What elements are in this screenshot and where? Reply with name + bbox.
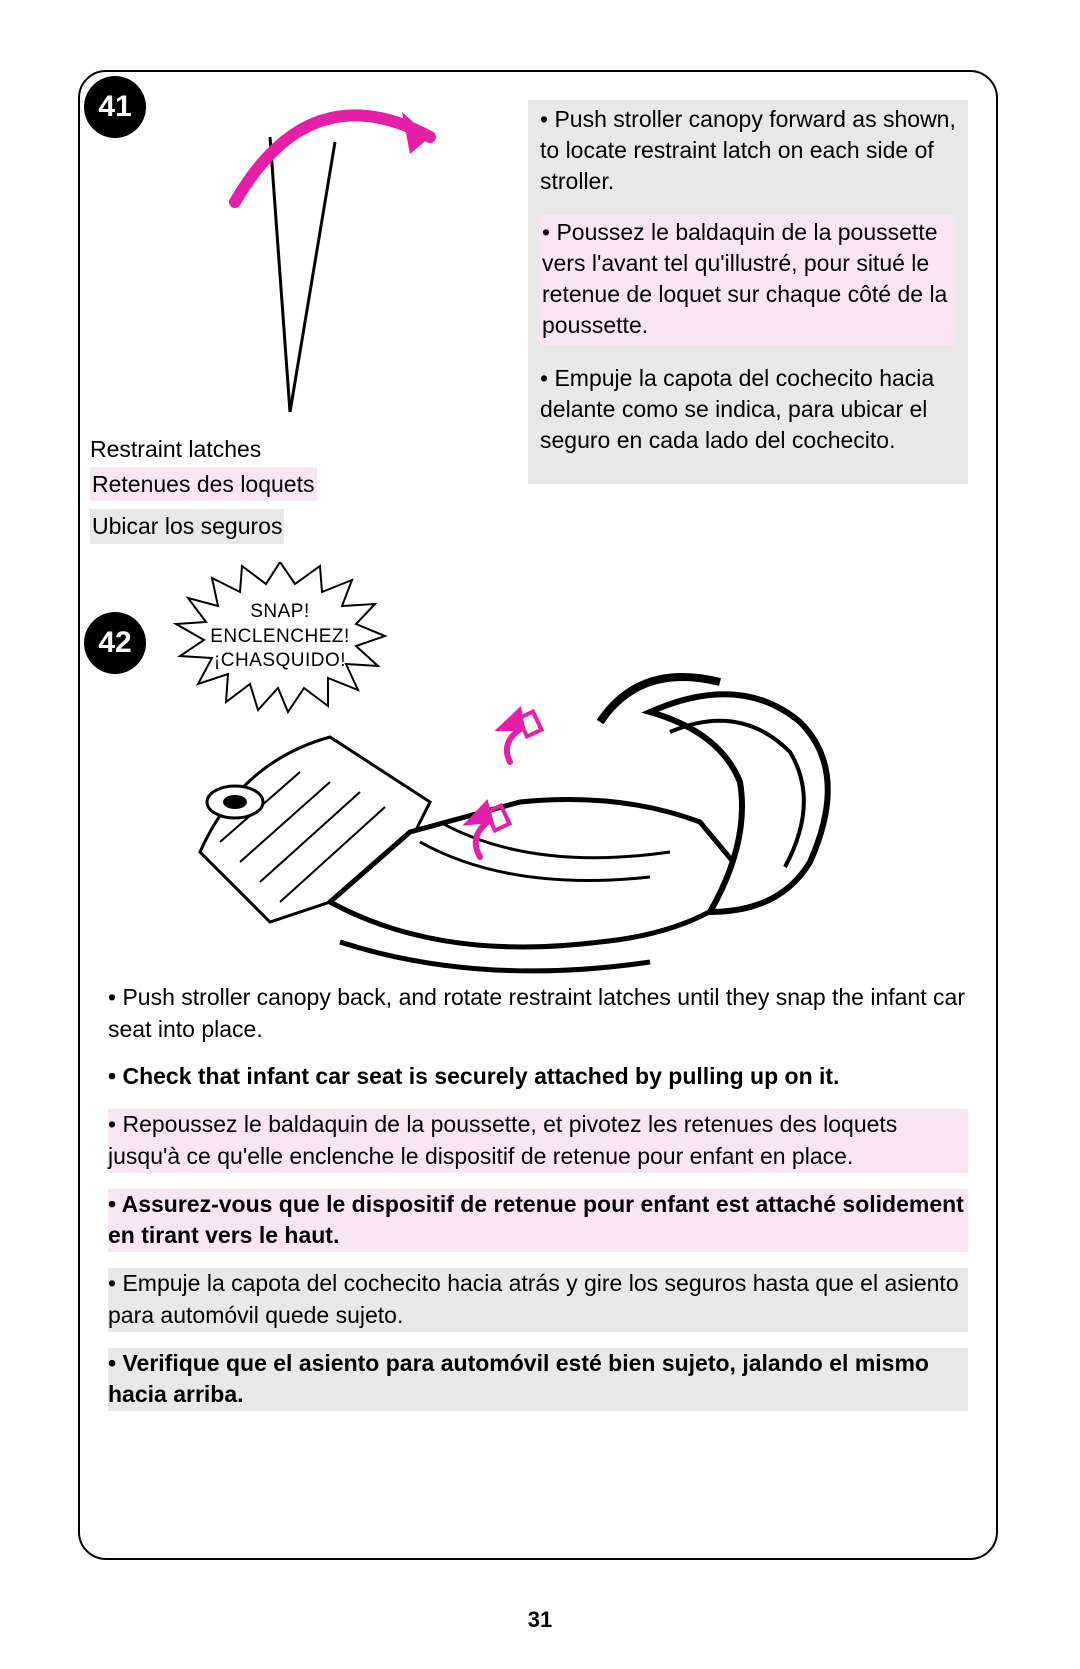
instr-en: • Push stroller canopy forward as shown,… bbox=[540, 104, 956, 197]
page-frame: 41 Restraint latches Retenues des loquet… bbox=[78, 70, 998, 1560]
instr-fr: • Poussez le baldaquin de la poussette v… bbox=[540, 215, 956, 345]
instr42-en2: • Check that infant car seat is securely… bbox=[108, 1061, 968, 1093]
instr42-fr2: • Assurez-vous que le dispositif de rete… bbox=[108, 1189, 968, 1252]
instructions-step41: • Push stroller canopy forward as shown,… bbox=[528, 100, 968, 484]
left-column bbox=[108, 100, 508, 484]
top-row: • Push stroller canopy forward as shown,… bbox=[108, 100, 968, 484]
instr42-en1: • Push stroller canopy back, and rotate … bbox=[108, 982, 968, 1045]
label-es: Ubicar los seguros bbox=[90, 509, 284, 544]
instr-es: • Empuje la capota del cochecito hacia d… bbox=[540, 363, 956, 456]
step-badge-42: 42 bbox=[84, 612, 146, 674]
instr42-fr1: • Repoussez le baldaquin de la poussette… bbox=[108, 1109, 968, 1172]
instr42-es1: • Empuje la capota del cochecito hacia a… bbox=[108, 1268, 968, 1331]
instr42-es2: • Verifique que el asiento para automóvi… bbox=[108, 1348, 968, 1411]
instructions-step42: • Push stroller canopy back, and rotate … bbox=[108, 982, 968, 1427]
page-number: 31 bbox=[0, 1607, 1080, 1633]
carseat-diagram bbox=[180, 642, 860, 992]
snap-en: SNAP! bbox=[170, 600, 390, 625]
